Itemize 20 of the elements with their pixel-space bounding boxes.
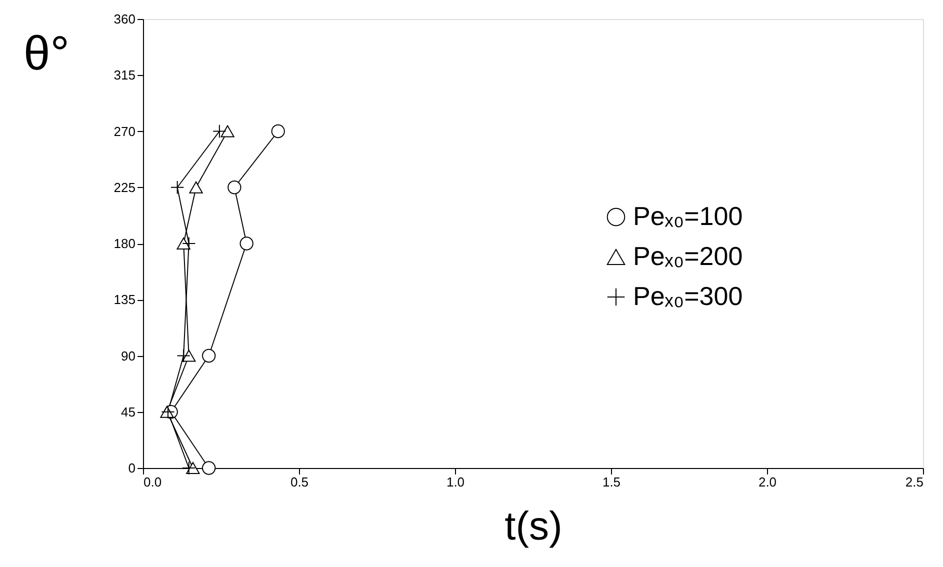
y-tick-label: 180 [114,236,136,251]
y-tick-label: 360 [114,12,136,26]
y-tick-label: 90 [121,348,136,364]
x-tick-label: 1.0 [446,474,465,490]
x-tick-label: 1.5 [602,474,621,490]
legend-label: Peₓ₀=300 [633,281,743,311]
y-tick-label: 315 [114,68,136,83]
y-axis-title: θ° [24,28,70,80]
x-axis-title: t(s) [504,504,562,548]
x-tick-label: 0.0 [144,474,162,490]
y-tick-label: 45 [121,404,136,420]
y-tick-label: 135 [114,292,136,308]
legend-label: Peₓ₀=100 [633,201,743,231]
x-tick-label: 2.0 [758,474,777,490]
y-tick-label: 0 [128,460,136,476]
y-tick-label: 225 [114,180,136,195]
x-tick-label: 0.5 [290,474,309,490]
x-tick-label: 2.5 [905,474,924,490]
legend-label: Peₓ₀=200 [633,241,743,271]
y-tick-label: 270 [114,124,136,139]
